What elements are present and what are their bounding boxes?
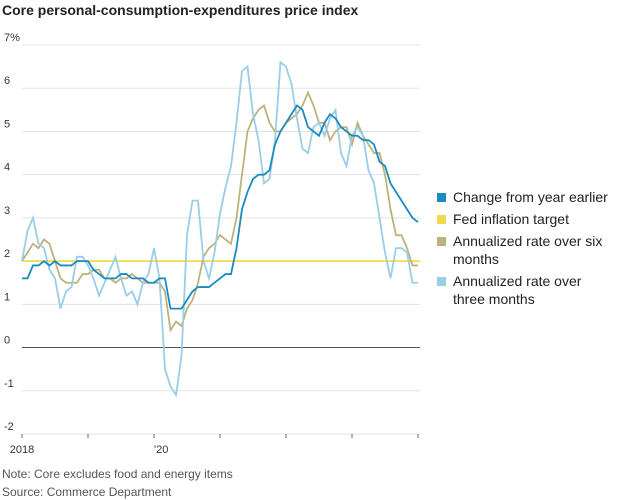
legend-swatch [437, 277, 446, 286]
legend-label: Change from year earlier [453, 189, 608, 205]
legend-item: Annualized rate over six months [437, 232, 615, 268]
line [22, 104, 419, 310]
legend-label: Fed inflation target [453, 211, 569, 227]
legend: Change from year earlier Fed inflation ta… [437, 188, 615, 312]
legend-label: Annualized rate over three months [453, 273, 582, 307]
legend-item: Change from year earlier [437, 188, 615, 206]
line [21, 90, 418, 333]
source: Source: Commerce Department [2, 485, 172, 499]
y-tick-label: 0 [4, 335, 10, 347]
x-tick-label: '20 [154, 444, 168, 456]
legend-label: Annualized rate over six months [453, 233, 603, 267]
legend-item: Fed inflation target [437, 210, 615, 228]
y-tick-label: -1 [4, 378, 14, 390]
y-tick-label: -2 [4, 421, 14, 433]
legend-swatch [437, 193, 446, 202]
x-tick-label: 2018 [10, 444, 34, 456]
chart-title: Core personal-consumption-expenditures p… [2, 2, 359, 18]
y-tick-label: 2 [4, 248, 10, 260]
legend-swatch [437, 215, 446, 224]
note: Note: Core excludes food and energy item… [2, 467, 233, 481]
legend-swatch [437, 237, 446, 246]
y-tick-label: 7% [4, 32, 20, 44]
y-tick-label: 5 [4, 118, 10, 130]
legend-item: Annualized rate over three months [437, 272, 615, 308]
y-tick-label: 6 [4, 75, 10, 87]
y-tick-label: 4 [4, 162, 10, 174]
y-tick-label: 3 [4, 205, 10, 217]
y-tick-label: 1 [4, 291, 10, 303]
line [21, 60, 418, 398]
